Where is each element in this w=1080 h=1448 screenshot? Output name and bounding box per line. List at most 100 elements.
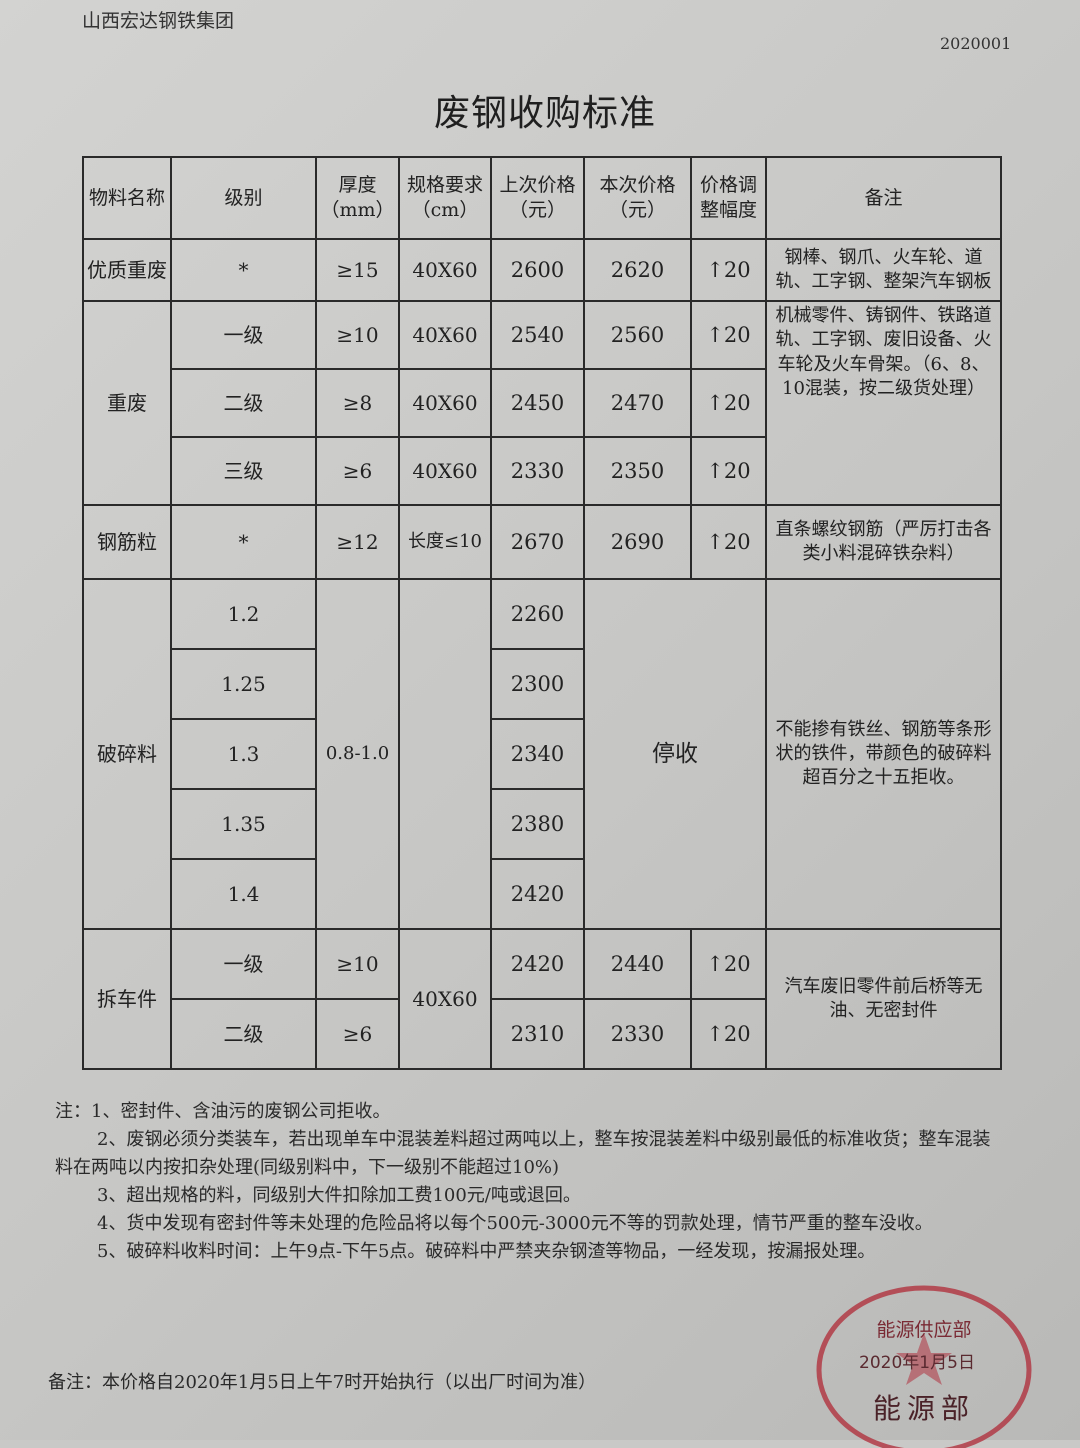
remark: 钢棒、钢爪、火车轮、道轨、工字钢、整架汽车钢板 bbox=[765, 238, 1002, 302]
thickness: ≥10 bbox=[315, 300, 400, 370]
spec-empty bbox=[398, 578, 492, 930]
grade: 1.35 bbox=[170, 788, 317, 860]
status-stopped: 停收 bbox=[583, 578, 767, 930]
thickness: ≥15 bbox=[315, 238, 400, 302]
price-change: ↑20 bbox=[690, 368, 767, 438]
price-change: ↑20 bbox=[690, 998, 767, 1070]
table-row: 优质重废 * ≥15 40X60 2600 2620 ↑20 钢棒、钢爪、火车轮… bbox=[82, 238, 1002, 302]
spec: 40X60 bbox=[398, 436, 492, 506]
grade: 1.25 bbox=[170, 648, 317, 720]
last-price: 2260 bbox=[490, 578, 585, 650]
col-header: 本次价格（元） bbox=[583, 156, 692, 240]
price-change: ↑20 bbox=[690, 238, 767, 302]
thickness: ≥6 bbox=[315, 998, 400, 1070]
seal-bottom: 能源部 bbox=[873, 1392, 975, 1425]
table-row: 1.35 2380 bbox=[83, 788, 1001, 860]
col-header: 规格要求（cm） bbox=[398, 156, 492, 240]
table-row: 破碎料 1.2 0.8-1.0 2260 停收 不能掺有铁丝、钢筋等条形状的铁件… bbox=[82, 578, 1002, 930]
company-name: 山西宏达钢铁集团 bbox=[82, 10, 235, 32]
grade: 1.2 bbox=[170, 578, 317, 650]
price-change: ↑20 bbox=[690, 300, 767, 370]
seal-date: 2020年1月5日 bbox=[859, 1353, 975, 1373]
seal-dept: 能源供应部 bbox=[876, 1319, 971, 1341]
col-header: 价格调整幅度 bbox=[690, 156, 767, 240]
material-name: 钢筋粒 bbox=[82, 504, 172, 580]
note-item: 2、废钢必须分类装车，若出现单车中混装差料超过两吨以上，整车按混装差料中级别最低… bbox=[55, 1129, 991, 1178]
note-item: 5、破碎料收料时间：上午9点-下午5点。破碎料中严禁夹杂钢渣等物品，一经发现，按… bbox=[97, 1241, 876, 1262]
last-price: 2450 bbox=[490, 368, 585, 438]
notes: 注：1、密封件、含油污的废钢公司拒收。 2、废钢必须分类装车，若出现单车中混装差… bbox=[55, 1098, 995, 1266]
table-row: 1.4 2420 bbox=[83, 858, 1001, 930]
current-price: 2330 bbox=[583, 998, 692, 1070]
table-row: 二级 ≥8 40X60 2450 2470 ↑20 bbox=[83, 368, 1001, 438]
last-price: 2300 bbox=[490, 648, 585, 720]
grade: * bbox=[170, 238, 317, 302]
last-price: 2380 bbox=[490, 788, 585, 860]
thickness: ≥8 bbox=[315, 368, 400, 438]
material-name: 拆车件 bbox=[82, 928, 172, 1070]
last-price: 2670 bbox=[490, 504, 585, 580]
spec: 长度≤10 bbox=[398, 504, 492, 580]
grade: * bbox=[170, 504, 317, 580]
remark: 机械零件、铸钢件、铁路道轨、工字钢、废旧设备、火车轮及火车骨架。（6、8、10混… bbox=[765, 300, 1002, 506]
grade: 二级 bbox=[170, 998, 317, 1070]
thickness: 0.8-1.0 bbox=[315, 578, 400, 930]
thickness: ≥12 bbox=[315, 504, 400, 580]
spec: 40X60 bbox=[398, 238, 492, 302]
remark: 不能掺有铁丝、钢筋等条形状的铁件，带颜色的破碎料超百分之十五拒收。 bbox=[765, 578, 1002, 930]
current-price: 2620 bbox=[583, 238, 692, 302]
last-price: 2420 bbox=[490, 928, 585, 1000]
last-price: 2310 bbox=[490, 998, 585, 1070]
header-row: 物料名称 级别 厚度（mm） 规格要求（cm） 上次价格（元） 本次价格（元） … bbox=[82, 156, 1002, 240]
last-price: 2540 bbox=[490, 300, 585, 370]
remark: 汽车废旧零件前后桥等无油、无密封件 bbox=[765, 928, 1002, 1070]
document-title: 废钢收购标准 bbox=[433, 93, 656, 134]
current-price: 2440 bbox=[583, 928, 692, 1000]
material-name: 重废 bbox=[82, 300, 172, 506]
current-price: 2470 bbox=[583, 368, 692, 438]
col-header: 备注 bbox=[765, 156, 1002, 240]
price-change: ↑20 bbox=[690, 504, 767, 580]
table-row: 重废 一级 ≥10 40X60 2540 2560 ↑20 机械零件、铸钢件、铁… bbox=[82, 300, 1002, 506]
table-row: 二级 ≥6 2310 2330 ↑20 bbox=[83, 998, 1001, 1070]
table-row: 拆车件 一级 ≥10 40X60 2420 2440 ↑20 汽车废旧零件前后桥… bbox=[82, 928, 1002, 1070]
spec: 40X60 bbox=[398, 368, 492, 438]
col-header: 厚度（mm） bbox=[315, 156, 400, 240]
current-price: 2690 bbox=[583, 504, 692, 580]
last-price: 2330 bbox=[490, 436, 585, 506]
material-name: 优质重废 bbox=[82, 238, 172, 302]
grade: 二级 bbox=[170, 368, 317, 438]
footer-remark: 备注：本价格自2020年1月5日上午7时开始执行（以出厂时间为准） bbox=[48, 1372, 597, 1393]
grade: 1.4 bbox=[170, 858, 317, 930]
table-row: 1.3 2340 bbox=[83, 718, 1001, 790]
material-name: 破碎料 bbox=[82, 578, 172, 930]
grade: 一级 bbox=[170, 300, 317, 370]
grade: 1.3 bbox=[170, 718, 317, 790]
grade: 一级 bbox=[170, 928, 317, 1000]
last-price: 2600 bbox=[490, 238, 585, 302]
spec: 40X60 bbox=[398, 300, 492, 370]
note-item: 4、货中发现有密封件等未处理的危险品将以每个500元-3000元不等的罚款处理，… bbox=[97, 1213, 933, 1234]
document-number: 2020001 bbox=[940, 34, 1012, 53]
col-header: 级别 bbox=[170, 156, 317, 240]
remark: 直条螺纹钢筋（严厉打击各类小料混碎铁杂料） bbox=[765, 504, 1002, 580]
table-row: 1.25 2300 bbox=[83, 648, 1001, 720]
table-row: 钢筋粒 * ≥12 长度≤10 2670 2690 ↑20 直条螺纹钢筋（严厉打… bbox=[82, 504, 1002, 580]
current-price: 2350 bbox=[583, 436, 692, 506]
thickness: ≥6 bbox=[315, 436, 400, 506]
seal-star-icon bbox=[896, 1333, 952, 1385]
price-change: ↑20 bbox=[690, 436, 767, 506]
spec: 40X60 bbox=[398, 928, 492, 1070]
price-change: ↑20 bbox=[690, 928, 767, 1000]
col-header: 上次价格（元） bbox=[490, 156, 585, 240]
current-price: 2560 bbox=[583, 300, 692, 370]
seal-ring bbox=[816, 1285, 1032, 1448]
col-header: 物料名称 bbox=[82, 156, 172, 240]
table-row: 三级 ≥6 40X60 2330 2350 ↑20 bbox=[83, 436, 1001, 506]
official-seal: 能源供应部 2020年1月5日 能源部 bbox=[816, 1285, 1032, 1448]
price-table: 物料名称 级别 厚度（mm） 规格要求（cm） 上次价格（元） 本次价格（元） … bbox=[82, 156, 1002, 1070]
note-item: 3、超出规格的料，同级别大件扣除加工费100元/吨或退回。 bbox=[97, 1185, 581, 1206]
note-item: 注：1、密封件、含油污的废钢公司拒收。 bbox=[55, 1101, 391, 1122]
thickness: ≥10 bbox=[315, 928, 400, 1000]
